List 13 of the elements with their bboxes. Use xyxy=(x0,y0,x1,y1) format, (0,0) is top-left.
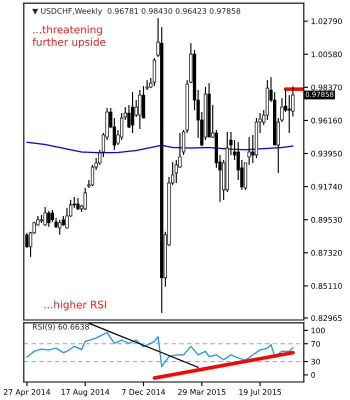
candlestick xyxy=(43,206,47,226)
candlestick xyxy=(84,187,87,211)
candlestick xyxy=(152,58,156,87)
candlestick xyxy=(47,210,50,228)
line-series xyxy=(26,332,294,368)
candlestick xyxy=(130,92,134,134)
annotation: ...threatening further upside xyxy=(32,25,106,48)
candlestick xyxy=(288,94,291,134)
candlestick xyxy=(145,80,149,91)
annotation: ...higher RSI xyxy=(44,300,106,310)
candlestick xyxy=(76,197,80,211)
candlestick xyxy=(138,89,142,130)
candlestick xyxy=(58,219,62,236)
